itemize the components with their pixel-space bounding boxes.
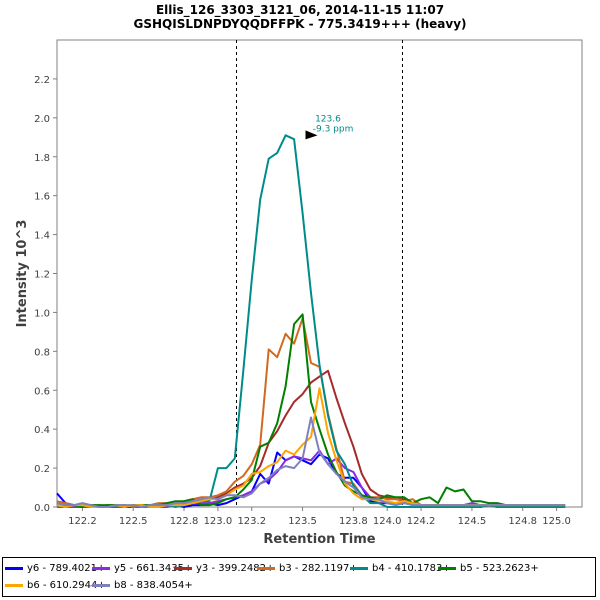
x-tick-label: 122.2 (68, 516, 97, 527)
legend-swatch (5, 566, 23, 570)
x-axis-label: Retention Time (263, 532, 375, 547)
legend-item: y3 - 399.2482+ (174, 561, 274, 575)
y-tick-label: 1.2 (34, 270, 50, 281)
legend-label: b3 - 282.1197+ (279, 562, 358, 574)
legend-label: b6 - 610.2944+ (27, 579, 106, 591)
y-tick-label: 0.6 (34, 386, 50, 397)
y-tick-label: 0.0 (34, 503, 50, 514)
legend-label: b8 - 838.4054+ (114, 579, 193, 591)
peak-annotation-rt: 123.6 (315, 114, 341, 124)
y-tick-label: 0.8 (34, 347, 50, 358)
legend-label: y3 - 399.2482+ (196, 562, 275, 574)
y-tick-label: 2.2 (34, 75, 50, 86)
chromatogram-chart[interactable]: 0.0 0.2 0.4 0.6 0.8 1.0 1.2 1.4 1.6 1.8 2.0 2.2 122.… (0, 0, 600, 555)
y-tick-label: 0.4 (34, 425, 50, 436)
x-tick-label: 124.8 (508, 516, 537, 527)
plot-area (56, 39, 583, 508)
legend-label: y5 - 661.3435+ (114, 562, 193, 574)
legend-swatch (438, 566, 456, 570)
y-tick-label: 1.0 (34, 308, 50, 319)
peak-annotation-ppm: -9.3 ppm (313, 124, 354, 134)
y-tick-label: 1.4 (34, 231, 50, 242)
x-tick-label: 123.0 (204, 516, 233, 527)
legend-swatch (350, 566, 368, 570)
legend-item: b8 - 838.4054+ (92, 578, 193, 592)
x-tick-label: 123.5 (288, 516, 317, 527)
x-tick-label: 124.0 (373, 516, 402, 527)
legend: y6 - 789.4021+ y5 - 661.3435+ y3 - 399.248… (2, 557, 596, 597)
x-tick-label: 125.0 (542, 516, 571, 527)
legend-swatch (5, 583, 23, 587)
legend-item: b4 - 410.1783+ (350, 561, 451, 575)
x-tick-label: 122.8 (170, 516, 199, 527)
x-tick-label: 122.5 (119, 516, 148, 527)
y-tick-label: 0.2 (34, 464, 50, 475)
legend-item: b5 - 523.2623+ (438, 561, 539, 575)
legend-label: y6 - 789.4021+ (27, 562, 106, 574)
x-tick-label: 123.8 (339, 516, 368, 527)
y-axis-label: Intensity 10^3 (15, 220, 30, 328)
legend-item: b6 - 610.2944+ (5, 578, 106, 592)
legend-swatch (92, 583, 110, 587)
legend-swatch (92, 566, 110, 570)
x-tick-label: 124.2 (407, 516, 436, 527)
legend-item: b3 - 282.1197+ (257, 561, 358, 575)
y-tick-label: 1.8 (34, 153, 50, 164)
legend-item: y5 - 661.3435+ (92, 561, 192, 575)
chart-title: Ellis_126_3303_3121_06, 2014-11-15 11:07 (155, 3, 445, 17)
y-tick-label: 1.6 (34, 192, 50, 203)
legend-label: b4 - 410.1783+ (372, 562, 451, 574)
legend-swatch (257, 566, 275, 570)
x-tick-label: 123.2 (237, 516, 266, 527)
series-line-b8 (56, 416, 566, 508)
legend-swatch (174, 566, 192, 570)
x-tick-label: 124.5 (458, 516, 487, 527)
legend-label: b5 - 523.2623+ (460, 562, 539, 574)
chart-subtitle: GSHQISLDNPDYQQDFFPK - 775.3419+++ (heavy… (133, 17, 467, 31)
y-tick-label: 2.0 (34, 114, 50, 125)
peak-marker-icon (305, 130, 318, 140)
legend-item: y6 - 789.4021+ (5, 561, 105, 575)
